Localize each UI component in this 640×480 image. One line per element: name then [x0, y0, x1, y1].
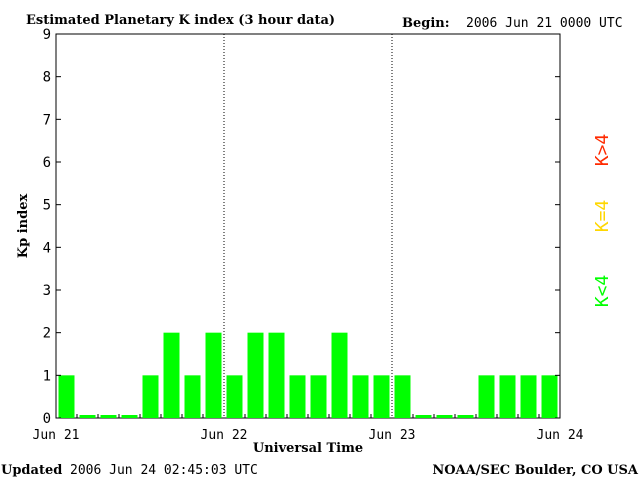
legend-low: K<4 — [592, 275, 613, 308]
legend-equal: K=4 — [592, 200, 613, 233]
x-tick-label: Jun 23 — [369, 428, 416, 443]
kp-bar — [58, 375, 75, 418]
y-tick-label: 5 — [43, 198, 51, 214]
y-tick-label: 4 — [43, 240, 51, 256]
kp-bar — [373, 375, 390, 418]
y-tick-label: 8 — [43, 70, 51, 86]
x-ticks: Jun 21 Jun 22 Jun 23 Jun 24 — [33, 414, 584, 443]
x-axis-label: Universal Time — [253, 441, 363, 456]
y-tick-label: 1 — [43, 368, 51, 384]
kp-bar — [205, 332, 222, 418]
kp-bar — [268, 332, 285, 418]
kp-bar — [541, 375, 558, 418]
kp-bar — [499, 375, 516, 418]
updated-label: Updated — [1, 463, 62, 478]
y-tick-label: 2 — [43, 326, 51, 342]
kp-bar — [520, 375, 537, 418]
kp-bar — [331, 332, 348, 418]
kp-bar — [142, 375, 159, 418]
y-tick-label: 0 — [43, 411, 51, 427]
legend: K>4 K=4 K<4 — [592, 134, 613, 308]
kp-bar — [79, 415, 96, 418]
begin-label: Begin: — [402, 16, 450, 31]
kp-bar — [226, 375, 243, 418]
kp-bar — [478, 375, 495, 418]
y-tick-label: 6 — [43, 155, 51, 171]
begin-value: 2006 Jun 21 0000 UTC — [466, 16, 623, 31]
kp-bar — [163, 332, 180, 418]
kp-bar — [394, 375, 411, 418]
source-credit: NOAA/SEC Boulder, CO USA — [432, 463, 639, 478]
kp-bar — [352, 375, 369, 418]
kp-bar — [184, 375, 201, 418]
y-tick-label: 9 — [43, 27, 51, 43]
x-tick-label: Jun 21 — [33, 428, 80, 443]
y-ticks: 0 1 2 3 4 5 6 7 8 9 — [43, 27, 560, 427]
y-tick-label: 3 — [43, 283, 51, 299]
y-axis-label: Kp index — [16, 194, 31, 259]
bars — [58, 332, 558, 418]
updated-value: 2006 Jun 24 02:45:03 UTC — [70, 463, 258, 478]
x-tick-label: Jun 22 — [201, 428, 248, 443]
kp-bar — [121, 415, 138, 418]
plot-area: 0 1 2 3 4 5 6 7 8 9 Jun 21 Jun 22 Jun 23 Jun 24 — [33, 27, 584, 443]
x-tick-label: Jun 24 — [537, 428, 584, 443]
y-tick-label: 7 — [43, 112, 51, 128]
chart-title: Estimated Planetary K index (3 hour data… — [26, 13, 335, 28]
kp-bar — [415, 415, 432, 418]
kp-bar — [100, 415, 117, 418]
kp-bar — [247, 332, 264, 418]
kp-bar — [310, 375, 327, 418]
kp-bar — [289, 375, 306, 418]
plot-frame — [55, 33, 561, 419]
day-dividers — [223, 34, 393, 418]
kp-bar — [436, 415, 453, 418]
kp-bar — [457, 415, 474, 418]
legend-high: K>4 — [592, 134, 613, 167]
